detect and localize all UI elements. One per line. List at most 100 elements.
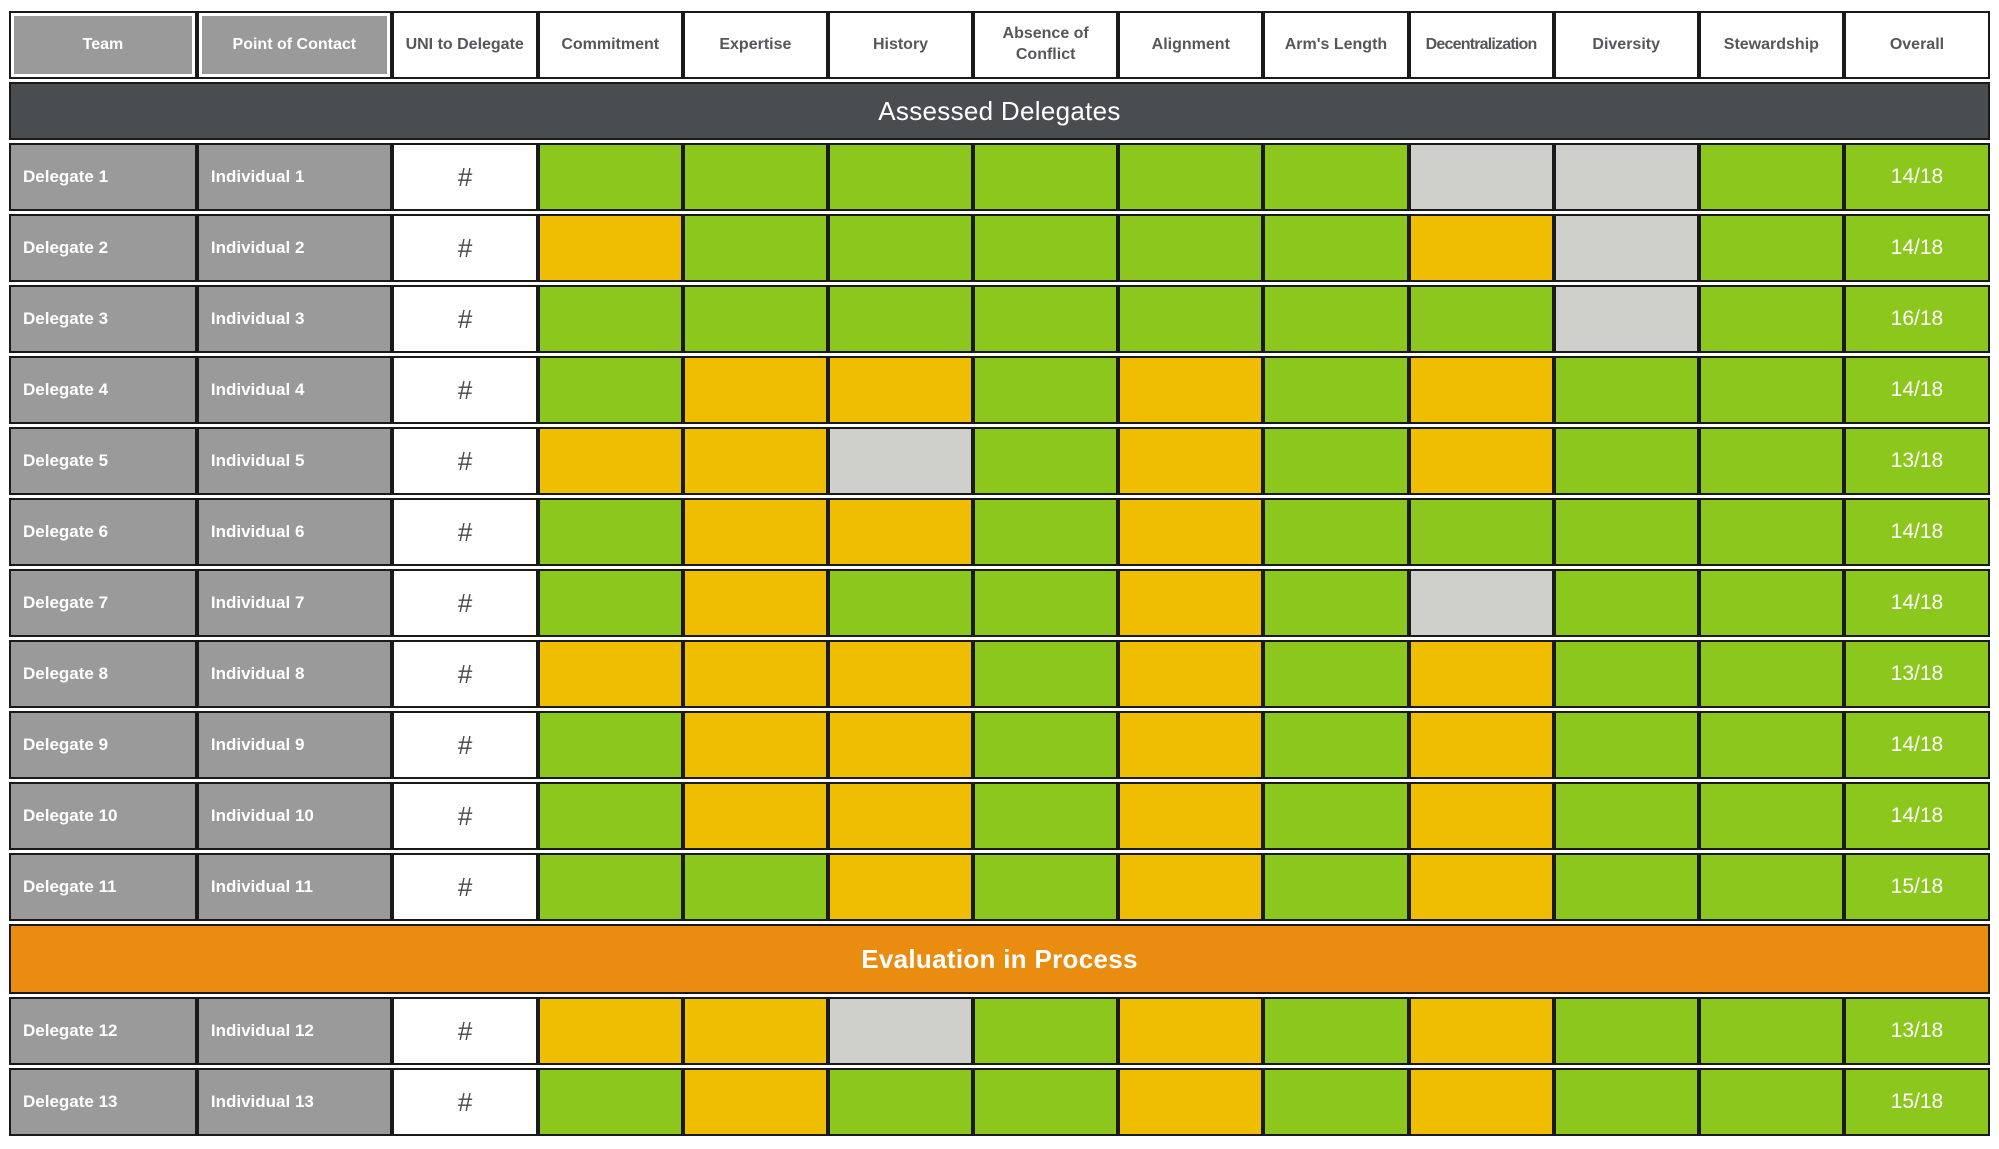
team-cell: Delegate 6: [9, 498, 197, 566]
rating-cell-arm-s-length: [1263, 1068, 1409, 1136]
rating-cell-expertise: [682, 782, 828, 850]
uni-to-delegate-cell: #: [391, 427, 538, 495]
rating-cell-commitment: [537, 498, 683, 566]
rating-cell-history: [827, 782, 974, 850]
rating-cell-commitment: [537, 997, 683, 1065]
overall-score-cell: 14/18: [1843, 143, 1990, 211]
rating-cell-expertise: [682, 143, 828, 211]
rating-cell-commitment: [537, 285, 683, 353]
overall-score-cell: 14/18: [1843, 214, 1990, 282]
rating-cell-absence-of-conflict: [973, 782, 1119, 850]
section-banner-row: Evaluation in Process: [9, 924, 1990, 994]
uni-to-delegate-cell: #: [391, 711, 538, 779]
rating-cell-alignment: [1118, 356, 1264, 424]
contact-cell: Individual 12: [196, 997, 392, 1065]
rating-cell-arm-s-length: [1263, 640, 1409, 708]
rating-cell-stewardship: [1698, 782, 1844, 850]
rating-cell-diversity: [1553, 853, 1699, 921]
rating-cell-decentralization: [1408, 782, 1554, 850]
rating-cell-diversity: [1553, 498, 1699, 566]
rating-cell-stewardship: [1698, 1068, 1844, 1136]
overall-score-cell: 14/18: [1843, 782, 1990, 850]
team-cell: Delegate 2: [9, 214, 197, 282]
rating-cell-decentralization: [1408, 569, 1554, 637]
rating-cell-decentralization: [1408, 285, 1554, 353]
rating-cell-decentralization: [1408, 1068, 1554, 1136]
overall-score-cell: 14/18: [1843, 356, 1990, 424]
rating-cell-expertise: [682, 997, 828, 1065]
uni-to-delegate-cell: #: [391, 285, 538, 353]
column-header-team: Team: [9, 11, 197, 79]
rating-cell-arm-s-length: [1263, 997, 1409, 1065]
rating-cell-stewardship: [1698, 427, 1844, 495]
contact-cell: Individual 8: [196, 640, 392, 708]
team-cell: Delegate 11: [9, 853, 197, 921]
rating-cell-absence-of-conflict: [973, 143, 1119, 211]
rating-cell-commitment: [537, 427, 683, 495]
column-header-overall: Overall: [1843, 11, 1990, 79]
rating-cell-expertise: [682, 1068, 828, 1136]
rating-cell-expertise: [682, 711, 828, 779]
rating-cell-diversity: [1553, 356, 1699, 424]
contact-cell: Individual 4: [196, 356, 392, 424]
contact-cell: Individual 1: [196, 143, 392, 211]
team-cell: Delegate 12: [9, 997, 197, 1065]
assessment-matrix-table: Team Point of Contact UNI to Delegate Co…: [9, 8, 1990, 1139]
header-row: Team Point of Contact UNI to Delegate Co…: [9, 11, 1990, 79]
uni-to-delegate-cell: #: [391, 498, 538, 566]
overall-score-cell: 13/18: [1843, 640, 1990, 708]
rating-cell-alignment: [1118, 498, 1264, 566]
table-header: Team Point of Contact UNI to Delegate Co…: [9, 11, 1990, 79]
rating-cell-commitment: [537, 711, 683, 779]
rating-cell-commitment: [537, 214, 683, 282]
table-row-delegate-12: Delegate 12 Individual 12 #13/18: [9, 997, 1990, 1065]
rating-cell-decentralization: [1408, 498, 1554, 566]
overall-score-cell: 14/18: [1843, 569, 1990, 637]
table-row-delegate-9: Delegate 9 Individual 9 #14/18: [9, 711, 1990, 779]
rating-cell-alignment: [1118, 214, 1264, 282]
rating-cell-diversity: [1553, 214, 1699, 282]
rating-cell-history: [827, 711, 974, 779]
table-row-delegate-2: Delegate 2 Individual 2 #14/18: [9, 214, 1990, 282]
team-cell: Delegate 5: [9, 427, 197, 495]
column-header-history: History: [827, 11, 974, 79]
rating-cell-commitment: [537, 782, 683, 850]
rating-cell-alignment: [1118, 997, 1264, 1065]
rating-cell-commitment: [537, 569, 683, 637]
rating-cell-diversity: [1553, 569, 1699, 637]
rating-cell-decentralization: [1408, 214, 1554, 282]
rating-cell-diversity: [1553, 782, 1699, 850]
column-header-alignment: Alignment: [1118, 11, 1264, 79]
rating-cell-decentralization: [1408, 853, 1554, 921]
rating-cell-stewardship: [1698, 285, 1844, 353]
rating-cell-arm-s-length: [1263, 498, 1409, 566]
rating-cell-expertise: [682, 498, 828, 566]
overall-score-cell: 13/18: [1843, 427, 1990, 495]
rating-cell-absence-of-conflict: [973, 711, 1119, 779]
rating-cell-commitment: [537, 853, 683, 921]
rating-cell-alignment: [1118, 427, 1264, 495]
rating-cell-absence-of-conflict: [973, 997, 1119, 1065]
rating-cell-arm-s-length: [1263, 711, 1409, 779]
uni-to-delegate-cell: #: [391, 143, 538, 211]
rating-cell-expertise: [682, 569, 828, 637]
table-row-delegate-7: Delegate 7 Individual 7 #14/18: [9, 569, 1990, 637]
rating-cell-commitment: [537, 143, 683, 211]
rating-cell-alignment: [1118, 782, 1264, 850]
section-banner-row: Assessed Delegates: [9, 82, 1990, 140]
rating-cell-alignment: [1118, 143, 1264, 211]
contact-cell: Individual 7: [196, 569, 392, 637]
team-cell: Delegate 8: [9, 640, 197, 708]
rating-cell-decentralization: [1408, 356, 1554, 424]
table-row-delegate-1: Delegate 1 Individual 1 #14/18: [9, 143, 1990, 211]
contact-cell: Individual 3: [196, 285, 392, 353]
rating-cell-arm-s-length: [1263, 569, 1409, 637]
rating-cell-arm-s-length: [1263, 427, 1409, 495]
rating-cell-history: [827, 214, 974, 282]
rating-cell-commitment: [537, 1068, 683, 1136]
table-row-delegate-11: Delegate 11 Individual 11 #15/18: [9, 853, 1990, 921]
rating-cell-stewardship: [1698, 640, 1844, 708]
rating-cell-arm-s-length: [1263, 285, 1409, 353]
rating-cell-expertise: [682, 427, 828, 495]
